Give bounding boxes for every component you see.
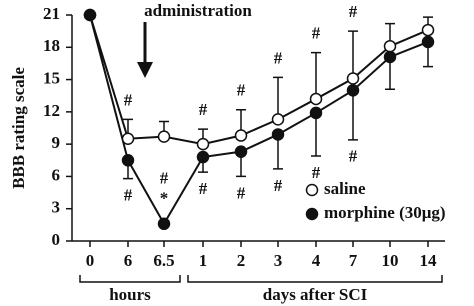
significance-marker: #: [160, 169, 169, 188]
data-point: [271, 113, 285, 126]
significance-marker: #: [237, 183, 246, 202]
group-bracket: [187, 275, 443, 283]
data-point: [309, 106, 323, 120]
y-tick-label: 0: [52, 230, 61, 249]
data-point: [121, 132, 135, 146]
data-point: [196, 150, 210, 164]
x-tick-label: 4: [312, 251, 321, 270]
data-point: [234, 145, 248, 158]
series-line: [89, 14, 429, 226]
x-tick-label: 1: [199, 251, 208, 270]
data-point: [383, 50, 397, 64]
data-point: [346, 84, 360, 97]
y-tick-label: 15: [43, 68, 60, 87]
x-tick-label: 10: [382, 251, 399, 270]
x-tick-label: 0: [86, 251, 95, 270]
significance-marker: #: [312, 163, 321, 182]
error-bar: [273, 76, 283, 120]
annotation: administration: [144, 1, 252, 20]
significance-marker: #: [124, 185, 133, 204]
group-bracket: [79, 275, 181, 283]
y-tick-label: 12: [43, 101, 60, 120]
data-point: [421, 35, 435, 49]
x-tick-label: 6.5: [153, 251, 174, 270]
data-point: [346, 72, 360, 85]
x-tick-label: 7: [349, 251, 358, 270]
legend-label: saline: [324, 179, 366, 198]
significance-marker: #: [199, 179, 208, 198]
x-group-label: hours: [109, 285, 151, 304]
data-point: [383, 39, 397, 53]
y-tick-label: 21: [43, 4, 60, 23]
significance-marker: #: [274, 48, 283, 67]
significance-star: *: [160, 189, 169, 208]
x-tick-label: 3: [274, 251, 283, 270]
significance-marker: #: [237, 81, 246, 100]
y-axis-label: BBB rating scale: [9, 67, 28, 189]
significance-marker: #: [274, 176, 283, 195]
significance-marker: #: [349, 2, 358, 21]
data-point: [271, 128, 285, 141]
data-point: [196, 137, 210, 151]
legend-label: morphine (30μg): [324, 203, 446, 222]
significance-marker: #: [349, 147, 358, 166]
error-bar: [348, 30, 358, 79]
data-point: [421, 23, 435, 37]
arrow-head: [137, 62, 153, 78]
legend-marker: [305, 207, 319, 221]
error-bar: [311, 51, 321, 99]
legend-marker: [305, 183, 319, 197]
y-tick-label: 6: [52, 165, 61, 184]
series-line: [89, 14, 429, 146]
data-point: [309, 92, 323, 106]
significance-marker: #: [124, 90, 133, 109]
significance-marker: #: [312, 24, 321, 43]
x-group-label: days after SCI: [263, 285, 368, 304]
significance-marker: #: [199, 100, 208, 119]
y-tick-label: 3: [52, 198, 61, 217]
x-tick-label: 2: [237, 251, 246, 270]
x-tick-label: 6: [124, 251, 133, 270]
data-point: [157, 130, 171, 143]
error-bar: [311, 112, 321, 157]
data-point: [83, 8, 97, 22]
y-tick-label: 18: [43, 36, 60, 55]
error-bar: [348, 90, 358, 141]
y-tick-label: 9: [52, 133, 61, 152]
data-point: [234, 129, 248, 142]
data-point: [157, 217, 171, 231]
data-point: [121, 154, 135, 167]
x-tick-label: 14: [420, 251, 438, 270]
